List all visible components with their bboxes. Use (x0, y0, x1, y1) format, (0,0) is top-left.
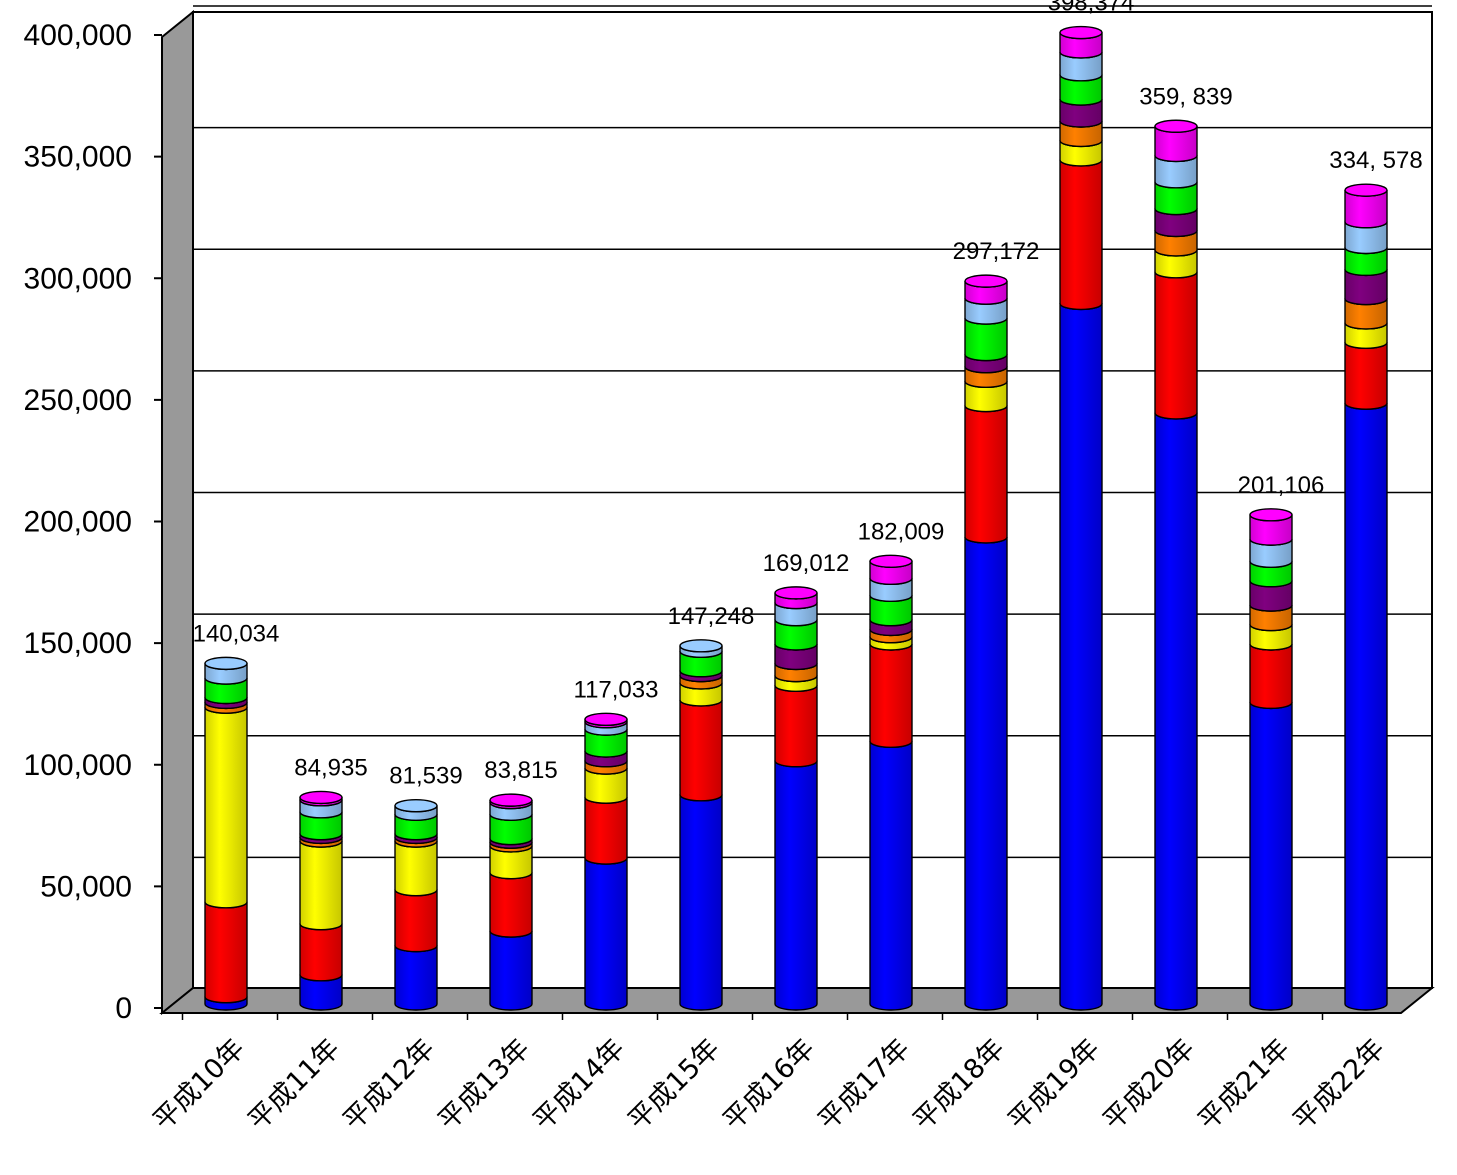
segment (204, 901, 248, 1004)
x-tick-label: 平成17年 (812, 1033, 915, 1136)
x-tick-label: 平成15年 (622, 1033, 725, 1136)
x-tick-label: 平成14年 (527, 1033, 630, 1136)
segment (489, 872, 533, 938)
x-tick-label: 平成22年 (1287, 1033, 1390, 1136)
bar-top-cap (299, 790, 343, 805)
bar-11 (1154, 119, 1198, 1011)
y-tick-label: 50,000 (40, 870, 132, 903)
side-wall (161, 9, 194, 1016)
bar-6 (679, 639, 723, 1011)
segment (299, 923, 343, 982)
x-tick-label: 平成10年 (147, 1033, 250, 1136)
y-tick-label: 400,000 (24, 19, 132, 52)
bar-top-cap (1154, 119, 1198, 133)
segment (869, 741, 913, 1011)
bar-9 (964, 274, 1008, 1011)
data-label: 334, 578 (1329, 147, 1422, 174)
bar-top-cap (1344, 183, 1388, 197)
segment (1249, 702, 1293, 1011)
data-label: 398,374 (1048, 0, 1135, 17)
data-label: 359, 839 (1139, 83, 1232, 110)
x-tick-label: 平成13年 (432, 1033, 535, 1136)
segment (394, 889, 438, 953)
segment (299, 840, 343, 931)
segment (774, 760, 818, 1011)
bar-2 (299, 790, 343, 1011)
segment (1249, 643, 1293, 710)
data-labels: 140,034 84,935 81,539 83,815 117,033 147,248 1… (193, 0, 1423, 790)
y-tick-label: 350,000 (24, 141, 132, 174)
bar-8 (869, 554, 913, 1011)
x-tick-label: 平成20年 (1097, 1033, 1200, 1136)
segment (204, 707, 248, 909)
segment (1059, 159, 1103, 311)
x-tick-label: 平成19年 (1002, 1033, 1105, 1136)
data-label: 182,009 (858, 518, 945, 545)
bar-top-cap (1249, 508, 1293, 522)
segment (964, 536, 1008, 1011)
bar-top-cap (964, 274, 1008, 288)
y-tick-label: 300,000 (24, 262, 132, 295)
data-label: 169,012 (763, 550, 850, 577)
data-label: 201,106 (1238, 472, 1325, 499)
segment (1154, 412, 1198, 1011)
segment (584, 857, 628, 1011)
data-label: 140,034 (193, 620, 280, 647)
bar-4 (489, 793, 533, 1011)
data-label: 81,539 (389, 763, 462, 790)
segment (679, 699, 723, 802)
bar-top-cap (489, 793, 533, 807)
y-axis: 0 50,000 100,000 150,000 200,000 250,000 300,0… (24, 19, 163, 1025)
y-tick-label: 250,000 (24, 384, 132, 417)
y-tick-label: 0 (115, 992, 132, 1025)
bar-top-cap (869, 554, 913, 568)
x-axis: 平成10年平成11年平成12年平成13年平成14年平成15年平成16年平成17年… (147, 1012, 1401, 1137)
x-tick-label: 平成18年 (907, 1033, 1010, 1136)
segment (869, 643, 913, 748)
segment (1344, 342, 1388, 410)
bar-top-cap (584, 712, 628, 727)
segment (1154, 271, 1198, 420)
bar-top-cap (774, 586, 818, 600)
y-tick-label: 150,000 (24, 627, 132, 660)
bar-top-cap (679, 639, 723, 653)
bar-1 (204, 656, 248, 1011)
x-tick-label: 平成12年 (337, 1033, 440, 1136)
segment (489, 930, 533, 1011)
bar-13 (1344, 183, 1388, 1011)
data-label: 84,935 (294, 754, 367, 781)
segment (1059, 303, 1103, 1011)
bar-7 (774, 586, 818, 1011)
data-label: 297,172 (953, 238, 1040, 265)
segment (584, 797, 628, 865)
bar-top-cap (394, 798, 438, 813)
segment (394, 840, 438, 897)
segment (964, 405, 1008, 544)
segment (1344, 402, 1388, 1011)
bar-3 (394, 798, 438, 1011)
y-tick-label: 100,000 (24, 749, 132, 782)
bar-10 (1059, 25, 1103, 1011)
x-tick-label: 平成11年 (242, 1033, 345, 1136)
segment (394, 945, 438, 1011)
data-label: 83,815 (484, 757, 557, 784)
data-label: 147,248 (668, 603, 755, 630)
bar-5 (584, 712, 628, 1011)
x-tick-label: 平成16年 (717, 1033, 820, 1136)
bar-12 (1249, 508, 1293, 1011)
x-tick-label: 平成21年 (1192, 1033, 1295, 1136)
bars (204, 25, 1388, 1011)
y-tick-label: 200,000 (24, 506, 132, 539)
segment (774, 685, 818, 768)
bar-top-cap (204, 656, 248, 671)
segment (679, 794, 723, 1011)
data-label: 117,033 (574, 676, 659, 703)
bar-top-cap (1059, 25, 1103, 40)
